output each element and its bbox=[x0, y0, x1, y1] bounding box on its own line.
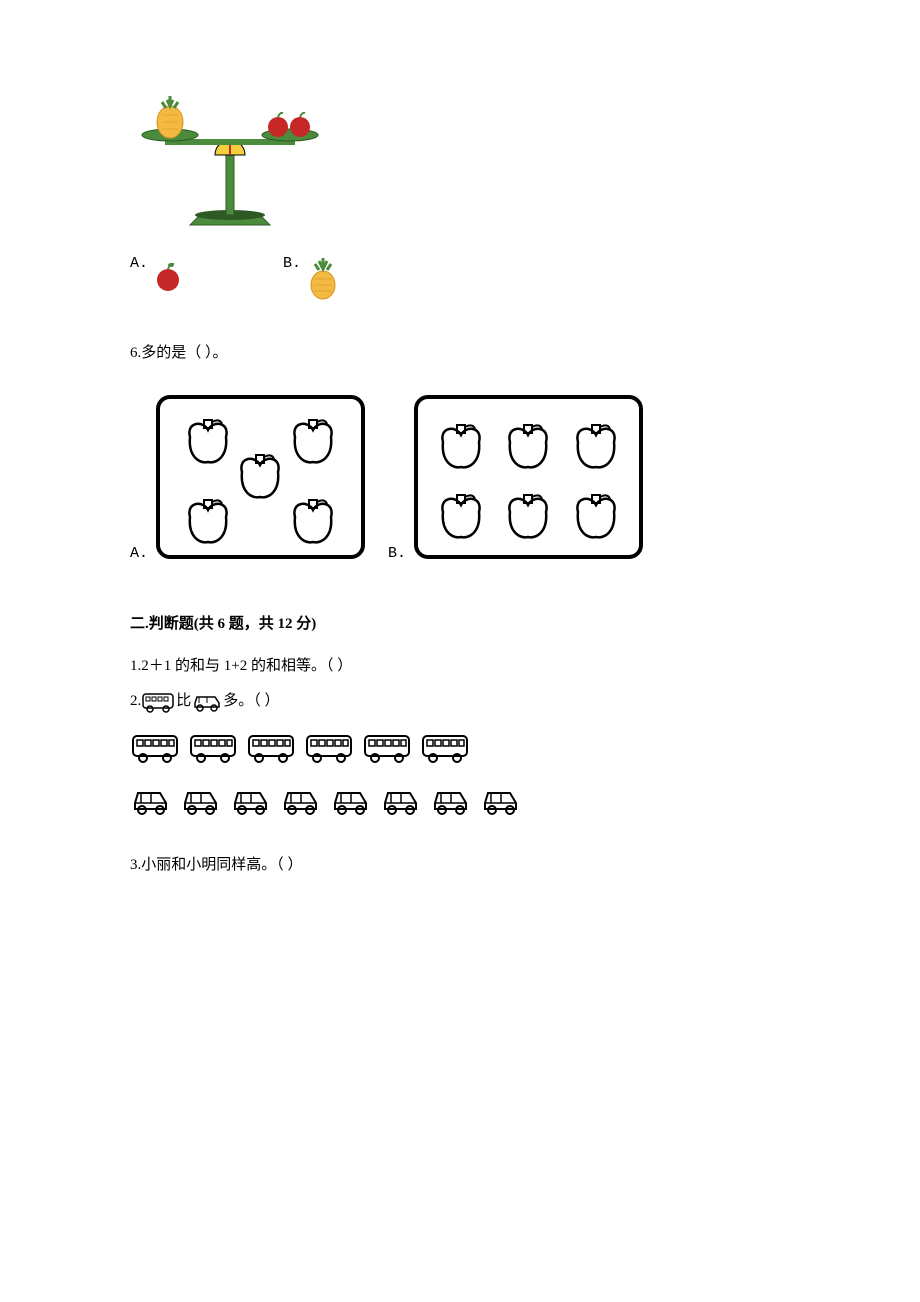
bus-icon bbox=[188, 730, 238, 765]
judge-q2-suffix: 多。（ ） bbox=[223, 688, 279, 715]
car-icon bbox=[330, 785, 372, 817]
q6-option-b[interactable]: B. bbox=[388, 392, 646, 562]
q6-options: A. B. bbox=[130, 392, 790, 562]
bus-icon bbox=[362, 730, 412, 765]
car-icon bbox=[480, 785, 522, 817]
bus-icon bbox=[130, 730, 180, 765]
judge-q1: 1.2＋1 的和与 1+2 的和相等。（ ） bbox=[130, 653, 790, 680]
car-icon bbox=[180, 785, 222, 817]
q6-text: 6.多的是（ ）。 bbox=[130, 340, 790, 367]
car-icon bbox=[191, 689, 223, 714]
balance-scale-figure bbox=[130, 80, 790, 235]
car-icon bbox=[130, 785, 172, 817]
cars-row bbox=[130, 785, 790, 822]
q5-option-a[interactable]: A. bbox=[130, 255, 183, 300]
q5-option-b[interactable]: B. bbox=[283, 255, 341, 300]
judge-q2-mid: 比 bbox=[176, 688, 191, 715]
bus-icon bbox=[420, 730, 470, 765]
option-a-label: A. bbox=[130, 545, 148, 562]
section-2-header: 二.判断题(共 6 题，共 12 分) bbox=[130, 612, 790, 633]
q5-options: A. B. bbox=[130, 255, 790, 300]
buses-row bbox=[130, 730, 790, 770]
apple-box-6 bbox=[411, 392, 646, 562]
option-b-label: B. bbox=[283, 255, 301, 272]
bus-icon bbox=[304, 730, 354, 765]
judge-q2-prefix: 2. bbox=[130, 688, 141, 715]
bus-icon bbox=[141, 689, 176, 714]
apple-box-5 bbox=[153, 392, 368, 562]
bus-icon bbox=[246, 730, 296, 765]
car-icon bbox=[230, 785, 272, 817]
judge-q3: 3.小丽和小明同样高。（ ） bbox=[130, 852, 790, 879]
car-icon bbox=[380, 785, 422, 817]
judge-q2: 2. 比 多。（ ） bbox=[130, 688, 790, 715]
option-b-label: B. bbox=[388, 545, 406, 562]
car-icon bbox=[430, 785, 472, 817]
option-a-label: A. bbox=[130, 255, 148, 272]
pineapple-icon bbox=[306, 255, 341, 300]
apple-icon bbox=[153, 255, 183, 295]
q6-option-a[interactable]: A. bbox=[130, 392, 368, 562]
car-icon bbox=[280, 785, 322, 817]
